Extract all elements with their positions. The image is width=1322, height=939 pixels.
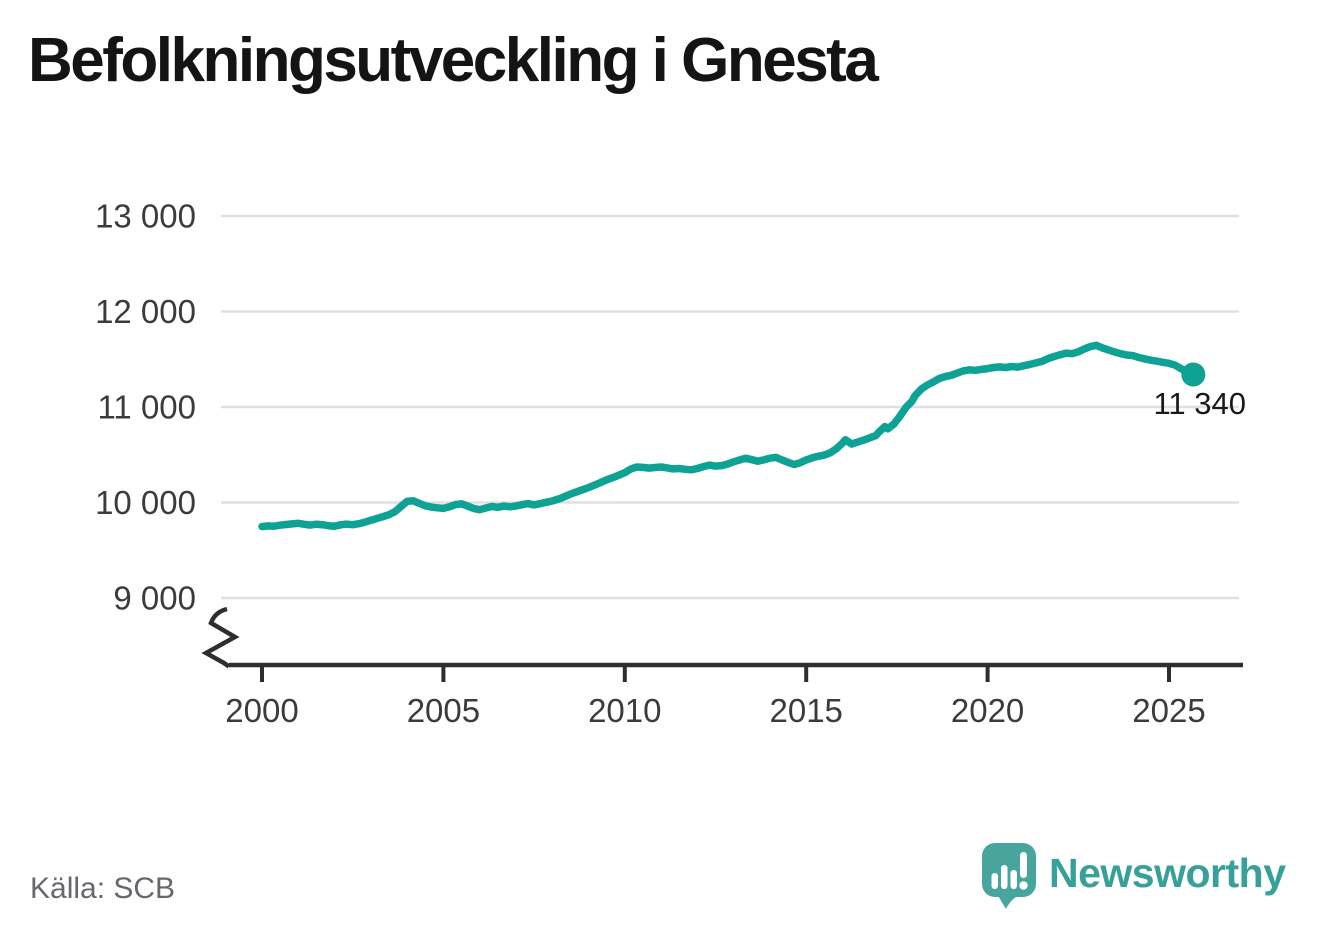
- x-axis-tick-label: 2010: [588, 692, 661, 729]
- population-line: [258, 341, 1198, 531]
- chart-title: Befolkningsutveckling i Gnesta: [28, 26, 879, 95]
- x-axis-tick-label: 2020: [951, 692, 1024, 729]
- y-axis-tick-label: 9 000: [113, 580, 196, 617]
- y-axis-tick-label: 13 000: [95, 198, 196, 235]
- y-axis-tick-label: 12 000: [95, 293, 196, 330]
- newsworthy-logo-icon: [982, 843, 1036, 909]
- newsworthy-logo-text: Newsworthy: [1049, 849, 1286, 896]
- x-axis-tick-label: 2015: [769, 692, 842, 729]
- gridlines-layer: [221, 214, 1239, 682]
- latest-value-label: 11 340: [1153, 386, 1246, 421]
- newsworthy-logo: Newsworthy: [982, 843, 1286, 909]
- x-axis-tick-label: 2025: [1132, 692, 1205, 729]
- axis-labels-layer: 13 000 12 000 11 000 10 000 9 000 2000 2005 201…: [95, 198, 1206, 730]
- series-layer: [258, 341, 1206, 531]
- y-axis-tick-label: 11 000: [98, 389, 196, 426]
- y-axis-break-squiggle: [201, 606, 240, 669]
- x-axis-tick-label: 2005: [407, 692, 480, 729]
- source-note: Källa: SCB: [30, 872, 176, 905]
- x-axis-tick-label: 2000: [225, 692, 298, 729]
- end-point-dot: [1181, 362, 1206, 387]
- y-axis-tick-label: 10 000: [95, 484, 196, 521]
